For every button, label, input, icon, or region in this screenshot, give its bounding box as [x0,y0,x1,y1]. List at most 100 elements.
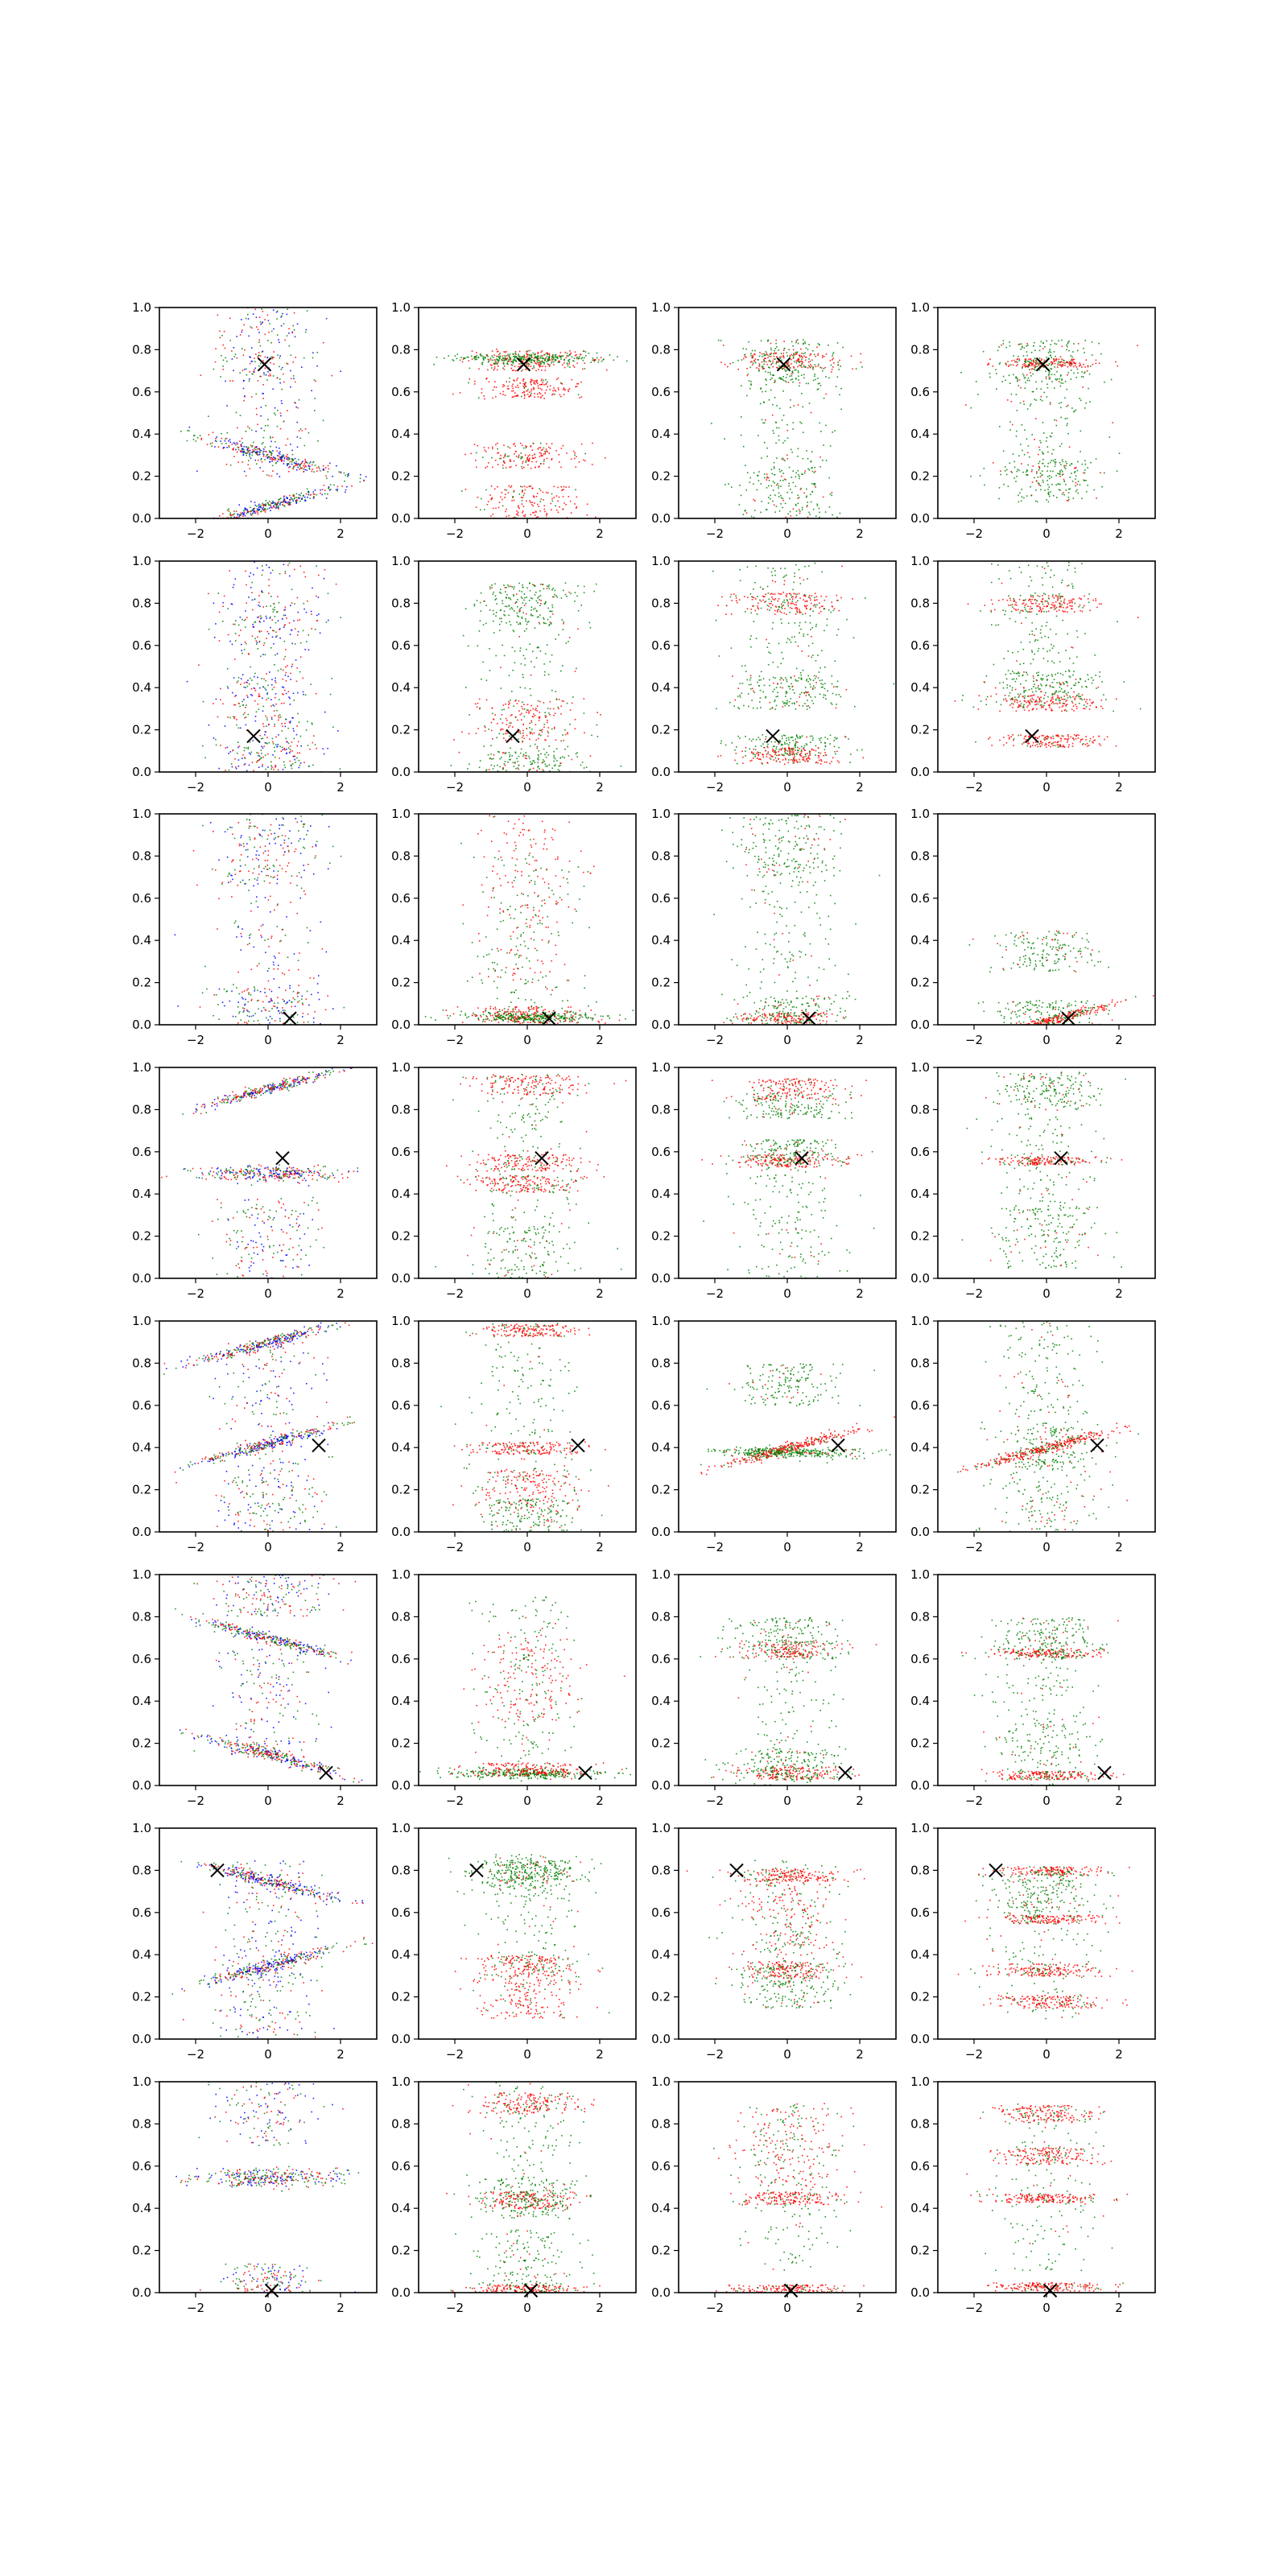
point-red [243,764,246,766]
y-tick-label: 0.6 [391,638,411,653]
point-red [1087,365,1089,367]
point-red [495,507,497,510]
scatter-points [712,562,895,766]
point-green [1031,390,1034,393]
point-blue [258,451,260,453]
point-red [316,470,318,472]
point-green [299,467,302,469]
point-red [579,353,581,356]
point-green [819,382,820,384]
point-red [1075,365,1076,366]
point-red [992,365,994,367]
point-red [535,369,537,372]
point-red [475,733,477,734]
point-green [237,680,239,682]
point-green [1026,438,1028,440]
point-green [487,753,489,756]
point-green [505,752,507,753]
point-red [754,358,757,360]
point-green [344,480,345,482]
point-green [542,584,544,585]
point-green [1030,375,1032,377]
point-green [568,359,570,361]
point-green [834,737,836,738]
point-green [515,356,517,357]
point-blue [288,752,291,753]
point-blue [274,457,276,459]
point-green [1062,471,1063,473]
point-blue [286,496,287,498]
point-red [753,360,756,362]
point-red [591,464,593,465]
point-blue [259,621,261,623]
point-red [1061,358,1063,360]
point-green [1026,470,1028,472]
point-red [563,485,565,488]
point-red [555,450,557,452]
point-blue [254,720,257,722]
point-green [503,363,505,365]
point-red [550,502,551,505]
point-red [491,587,493,588]
point-green [271,774,273,776]
point-red [264,333,266,336]
point-green [520,748,522,750]
point-red [533,457,535,460]
point-red [1066,499,1068,502]
point-blue [294,402,295,403]
point-blue [288,332,290,334]
point-red [510,364,513,365]
point-red [206,444,208,445]
point-green [749,387,751,390]
point-red [530,732,532,733]
point-green [1077,492,1079,494]
point-red [513,369,515,371]
point-green [1071,473,1072,474]
point-green [810,525,811,526]
point-red [778,360,779,362]
point-green [1066,388,1068,390]
point-blue [316,365,318,367]
point-red [577,628,579,630]
point-green [491,367,493,369]
point-red [285,666,287,668]
point-green [1070,359,1072,361]
point-red [197,522,199,524]
point-blue [248,752,250,754]
point-red [514,602,516,605]
point-green [255,452,258,455]
point-red [583,698,585,700]
point-red [494,488,496,490]
point-red [778,361,779,363]
point-green [1029,361,1030,364]
point-green [493,765,495,767]
point-red [534,396,535,398]
point-green [530,361,533,364]
point-blue [275,446,278,448]
point-red [532,487,534,489]
point-green [785,479,786,481]
point-red [259,696,261,697]
point-green [799,475,800,477]
point-green [745,348,747,350]
point-green [254,621,257,623]
point-green [1024,360,1026,362]
point-green [609,354,611,356]
point-green [1095,458,1097,460]
point-green [1031,469,1033,471]
point-red [574,671,576,672]
point-blue [246,448,249,450]
point-green [1059,483,1061,485]
point-green [303,494,304,497]
point-green [795,735,798,737]
point-red [505,733,507,735]
point-red [578,461,580,463]
point-green [1052,460,1055,461]
point-green [280,369,283,370]
point-red [541,378,543,380]
point-red [490,721,493,724]
point-green [522,765,525,767]
point-red [254,700,256,702]
point-red [275,631,277,634]
point-red [1095,359,1097,361]
